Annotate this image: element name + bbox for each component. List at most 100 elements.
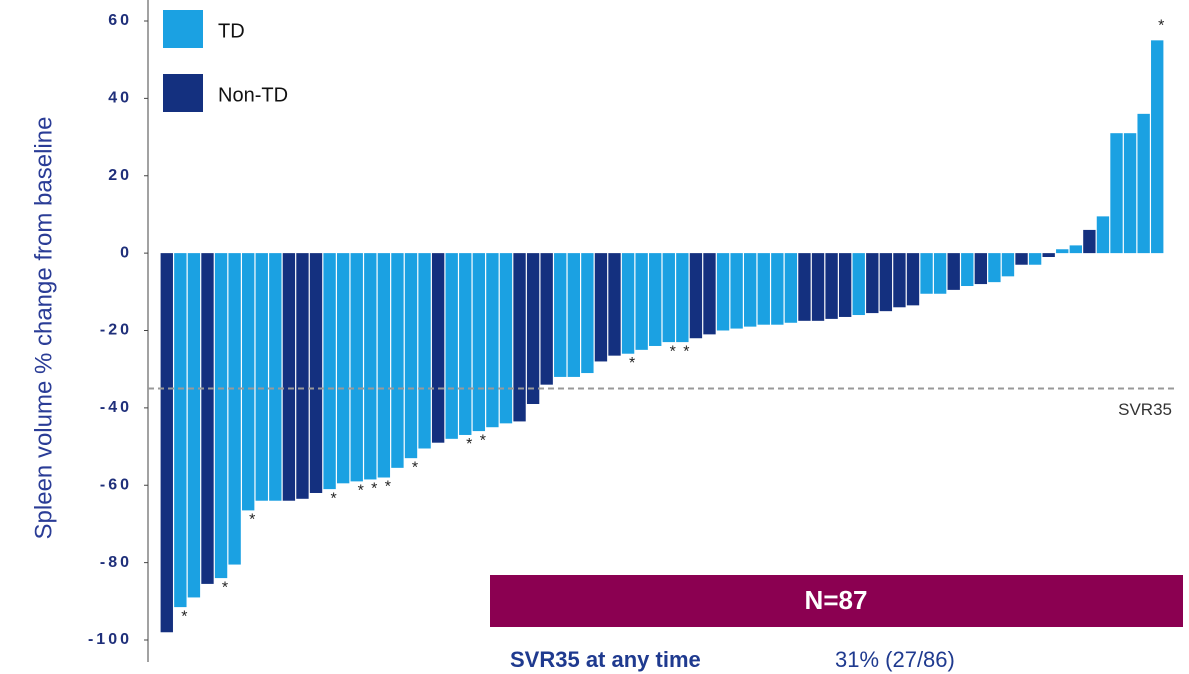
flag-label: *	[358, 483, 364, 500]
bar	[1069, 245, 1082, 254]
bar	[1083, 229, 1096, 254]
bar	[336, 253, 350, 484]
bar	[174, 253, 187, 608]
y-tick-label: -60	[100, 476, 132, 493]
flag-label: *	[466, 436, 472, 453]
bar	[947, 253, 960, 290]
bar	[933, 253, 947, 294]
bar	[1096, 216, 1110, 254]
bar	[906, 253, 920, 306]
legend-swatch	[163, 74, 203, 112]
y-tick-label: 0	[120, 244, 132, 261]
bar	[418, 253, 431, 449]
legend-swatch	[163, 10, 203, 48]
bar	[201, 253, 214, 584]
bar	[486, 253, 499, 428]
bar	[350, 253, 363, 482]
bar	[323, 253, 336, 490]
bar	[879, 253, 893, 312]
bar	[961, 253, 974, 287]
y-tick-label: -40	[100, 399, 132, 416]
threshold-label: SVR35	[1118, 400, 1172, 419]
bar	[730, 253, 743, 329]
y-tick-label: -20	[100, 322, 132, 339]
bar	[581, 253, 594, 374]
bar	[811, 253, 825, 321]
flag-label: *	[371, 481, 377, 498]
summary-value: 31% (27/86)	[835, 647, 955, 672]
bar	[540, 253, 553, 385]
bar	[214, 253, 228, 579]
bar	[513, 253, 526, 422]
bar	[1110, 133, 1123, 254]
bar	[920, 253, 933, 294]
flag-label: *	[181, 608, 187, 625]
bar	[269, 253, 282, 501]
bar	[689, 253, 703, 339]
bar	[825, 253, 838, 319]
y-tick-label: 40	[108, 90, 132, 107]
bar	[1042, 253, 1055, 257]
bar	[716, 253, 730, 331]
bar	[757, 253, 770, 325]
flag-label: *	[222, 579, 228, 596]
bar	[364, 253, 377, 480]
legend-label: Non-TD	[218, 84, 288, 106]
bar	[608, 253, 621, 356]
bar	[649, 253, 662, 346]
flag-label: *	[412, 459, 418, 476]
y-tick-label: -80	[100, 554, 132, 571]
bar	[676, 253, 689, 343]
bar	[1137, 113, 1150, 254]
bar	[635, 253, 648, 350]
bar	[309, 253, 323, 493]
bar	[784, 253, 798, 323]
bar	[499, 253, 513, 424]
bar	[838, 253, 852, 317]
bar	[391, 253, 404, 468]
flag-label: *	[330, 490, 336, 507]
flag-label: *	[683, 343, 689, 360]
bar	[703, 253, 716, 335]
bar	[554, 253, 567, 377]
bar	[974, 253, 988, 285]
y-tick-label: 20	[108, 167, 132, 184]
y-tick-label: -100	[88, 631, 132, 648]
bar	[472, 253, 486, 432]
bar	[296, 253, 309, 499]
bar	[1015, 253, 1028, 265]
flag-label: *	[629, 355, 635, 372]
bar	[988, 253, 1001, 283]
bar	[852, 253, 865, 316]
bar	[459, 253, 472, 435]
legend-label: TD	[218, 20, 245, 42]
bar	[404, 253, 418, 459]
bar	[594, 253, 608, 362]
bar	[1123, 133, 1137, 254]
bar	[282, 253, 296, 501]
bar	[567, 253, 580, 377]
bar	[893, 253, 906, 308]
flag-label: *	[1158, 18, 1164, 35]
bar	[1151, 40, 1164, 254]
summary-label: SVR35 at any time	[510, 647, 701, 672]
bar	[255, 253, 268, 501]
summary-header: N=87	[805, 585, 868, 615]
bar	[445, 253, 458, 439]
bar	[771, 253, 784, 325]
bar	[866, 253, 879, 314]
bar	[1056, 249, 1069, 254]
bar	[1001, 253, 1015, 277]
flag-label: *	[480, 432, 486, 449]
bar	[662, 253, 675, 343]
flag-label: *	[385, 479, 391, 496]
bar	[526, 253, 540, 405]
summary-box	[490, 575, 1183, 627]
bar	[377, 253, 391, 478]
bar	[160, 253, 173, 633]
y-axis-label: Spleen volume % change from baseline	[30, 117, 57, 540]
bar	[798, 253, 811, 321]
bar	[228, 253, 241, 565]
